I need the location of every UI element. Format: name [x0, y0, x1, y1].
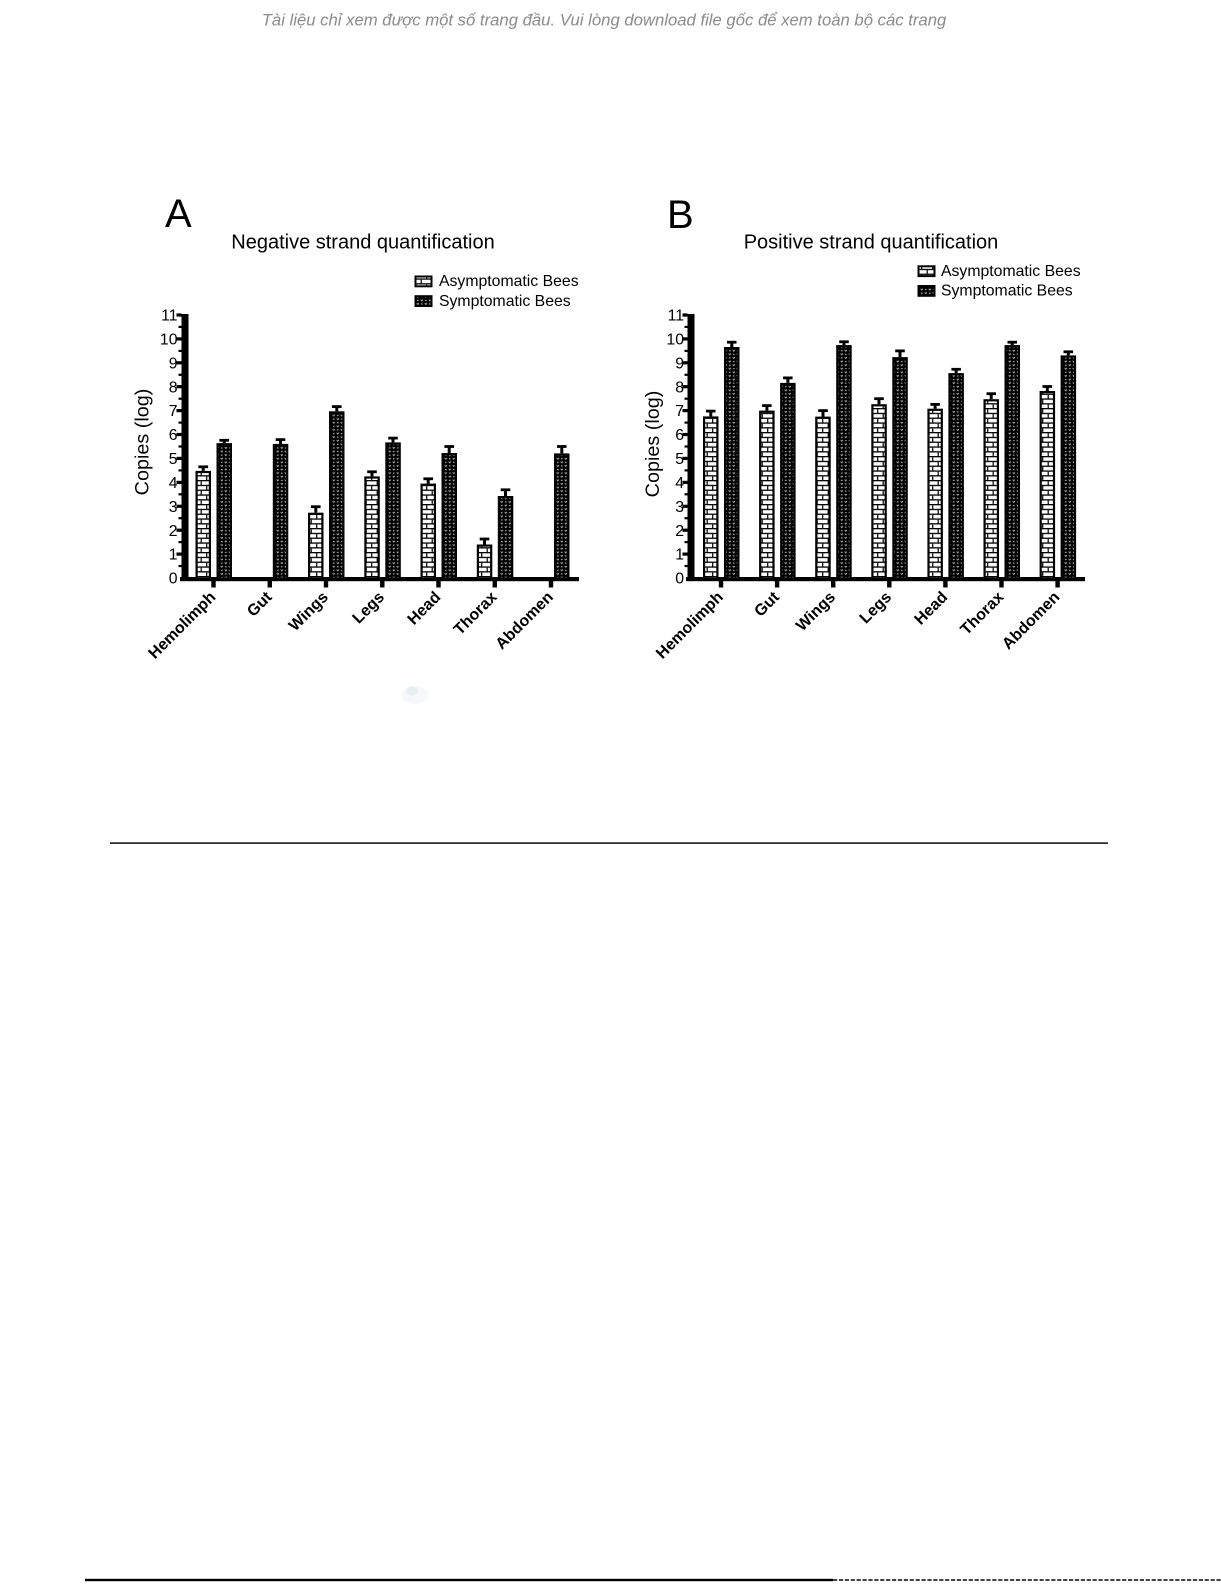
- svg-text:Head: Head: [912, 589, 952, 629]
- svg-text:A: A: [165, 192, 192, 236]
- svg-text:0: 0: [675, 571, 684, 588]
- svg-text:Asymptomatic Bees: Asymptomatic Bees: [439, 273, 579, 290]
- svg-text:Legs: Legs: [857, 589, 895, 627]
- svg-text:4: 4: [675, 475, 684, 492]
- svg-text:Negative strand quantification: Negative strand quantification: [231, 232, 495, 254]
- svg-text:1: 1: [675, 547, 684, 564]
- svg-text:Asymptomatic Bees: Asymptomatic Bees: [941, 263, 1081, 280]
- svg-text:10: 10: [666, 332, 684, 349]
- svg-text:5: 5: [169, 451, 178, 468]
- svg-text:Gut: Gut: [244, 588, 276, 620]
- svg-text:Symptomatic Bees: Symptomatic Bees: [941, 283, 1073, 300]
- svg-text:7: 7: [675, 403, 684, 420]
- svg-text:9: 9: [675, 355, 684, 372]
- svg-text:2: 2: [675, 523, 684, 540]
- svg-text:3: 3: [675, 499, 684, 516]
- svg-text:6: 6: [675, 427, 684, 444]
- svg-text:Tài liệu chỉ xem được một số t: Tài liệu chỉ xem được một số trang đầu. …: [262, 11, 947, 30]
- svg-text:Abdomen: Abdomen: [493, 589, 557, 653]
- svg-text:8: 8: [169, 379, 178, 396]
- svg-text:Legs: Legs: [350, 589, 388, 627]
- svg-text:B: B: [667, 193, 694, 237]
- svg-text:Thorax: Thorax: [958, 589, 1008, 639]
- svg-text:9: 9: [169, 355, 178, 372]
- svg-text:Thorax: Thorax: [451, 589, 501, 639]
- svg-text:7: 7: [169, 403, 178, 420]
- svg-text:Hemolimph: Hemolimph: [146, 589, 220, 663]
- svg-text:11: 11: [161, 308, 178, 325]
- svg-text:5: 5: [675, 451, 684, 468]
- svg-text:Head: Head: [405, 589, 445, 629]
- svg-text:6: 6: [169, 427, 178, 444]
- svg-text:4: 4: [169, 475, 178, 492]
- svg-text:Wings: Wings: [286, 589, 332, 635]
- svg-text:Symptomatic Bees: Symptomatic Bees: [439, 293, 571, 310]
- svg-text:Copies (log): Copies (log): [132, 389, 154, 496]
- svg-text:Abdomen: Abdomen: [999, 589, 1063, 653]
- svg-text:8: 8: [675, 379, 684, 396]
- svg-text:11: 11: [668, 308, 685, 325]
- svg-text:Copies (log): Copies (log): [642, 391, 664, 498]
- svg-text:0: 0: [169, 571, 178, 588]
- svg-text:10: 10: [160, 332, 178, 349]
- svg-text:Wings: Wings: [793, 589, 839, 635]
- svg-text:Positive strand quantification: Positive strand quantification: [744, 232, 999, 254]
- svg-text:1: 1: [169, 547, 178, 564]
- svg-text:2: 2: [169, 523, 178, 540]
- svg-text:Hemolimph: Hemolimph: [653, 589, 727, 663]
- svg-text:Gut: Gut: [751, 588, 783, 620]
- svg-text:3: 3: [169, 499, 178, 516]
